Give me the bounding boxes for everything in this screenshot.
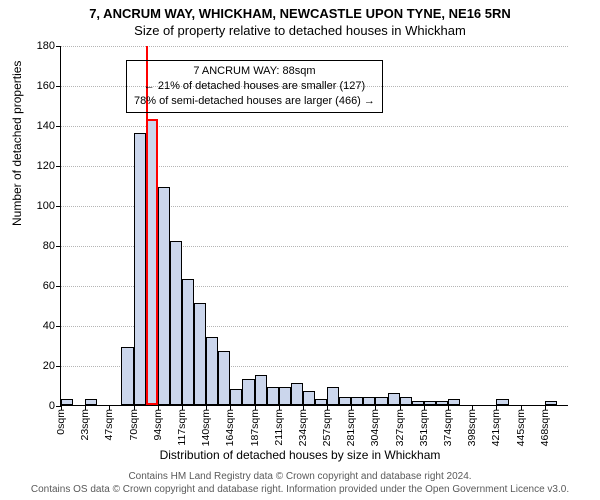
histogram-bar — [206, 337, 218, 405]
xtick-label: 47sqm — [103, 405, 115, 441]
xtick-label: 374sqm — [442, 405, 454, 446]
histogram-bar — [194, 303, 206, 405]
ytick-label: 20 — [43, 360, 61, 372]
footer-line2: Contains OS data © Crown copyright and d… — [31, 484, 569, 495]
ytick-label: 60 — [43, 280, 61, 292]
xtick-label: 164sqm — [224, 405, 236, 446]
histogram-bar — [303, 391, 315, 405]
ytick-label: 140 — [37, 120, 61, 132]
xtick-label: 327sqm — [394, 405, 406, 446]
ytick-label: 80 — [43, 240, 61, 252]
footer-line1: Contains HM Land Registry data © Crown c… — [128, 471, 471, 482]
x-axis-label-text: Distribution of detached houses by size … — [160, 448, 441, 462]
histogram-bar — [242, 379, 254, 405]
annotation-line: ← 21% of detached houses are smaller (12… — [134, 79, 375, 94]
annotation-box: 7 ANCRUM WAY: 88sqm← 21% of detached hou… — [126, 60, 383, 113]
xtick-label: 117sqm — [176, 405, 188, 446]
gridline — [61, 46, 568, 47]
histogram-bar — [279, 387, 291, 405]
histogram-bar — [267, 387, 279, 405]
chart-title-main: 7, ANCRUM WAY, WHICKHAM, NEWCASTLE UPON … — [0, 6, 600, 21]
xtick-label: 234sqm — [297, 405, 309, 446]
y-axis-label: Number of detached properties — [10, 61, 24, 226]
ytick-label: 100 — [37, 200, 61, 212]
histogram-bar — [255, 375, 267, 405]
chart-title-sub: Size of property relative to detached ho… — [0, 23, 600, 38]
xtick-label: 421sqm — [490, 405, 502, 446]
ytick-label: 180 — [37, 40, 61, 52]
annotation-line: 78% of semi-detached houses are larger (… — [134, 94, 375, 109]
histogram-bar — [158, 187, 170, 405]
x-axis-label: Distribution of detached houses by size … — [0, 448, 600, 462]
plot-area: 0204060801001201401601800sqm23sqm47sqm70… — [60, 46, 568, 406]
histogram-bar — [351, 397, 363, 405]
histogram-bar — [182, 279, 194, 405]
histogram-bar — [363, 397, 375, 405]
histogram-bar — [339, 397, 351, 405]
histogram-bar — [121, 347, 133, 405]
footer-attribution: Contains HM Land Registry data © Crown c… — [0, 471, 600, 496]
ytick-label: 160 — [37, 80, 61, 92]
y-axis-label-text: Number of detached properties — [10, 61, 24, 226]
ytick-label: 120 — [37, 160, 61, 172]
xtick-label: 445sqm — [515, 405, 527, 446]
histogram-bar — [230, 389, 242, 405]
histogram-bar — [291, 383, 303, 405]
xtick-label: 351sqm — [418, 405, 430, 446]
histogram-bar — [400, 397, 412, 405]
annotation-line: 7 ANCRUM WAY: 88sqm — [134, 64, 375, 79]
xtick-label: 94sqm — [152, 405, 164, 441]
xtick-label: 23sqm — [79, 405, 91, 441]
xtick-label: 304sqm — [369, 405, 381, 446]
chart-container: 7, ANCRUM WAY, WHICKHAM, NEWCASTLE UPON … — [0, 0, 600, 500]
xtick-label: 0sqm — [55, 405, 67, 435]
gridline — [61, 126, 568, 127]
histogram-bar — [218, 351, 230, 405]
ytick-label: 40 — [43, 320, 61, 332]
xtick-label: 398sqm — [466, 405, 478, 446]
xtick-label: 140sqm — [200, 405, 212, 446]
histogram-bar — [327, 387, 339, 405]
histogram-bar — [375, 397, 387, 405]
xtick-label: 281sqm — [345, 405, 357, 446]
histogram-bar — [134, 133, 146, 405]
xtick-label: 257sqm — [321, 405, 333, 446]
title-block: 7, ANCRUM WAY, WHICKHAM, NEWCASTLE UPON … — [0, 0, 600, 38]
xtick-label: 70sqm — [128, 405, 140, 441]
xtick-label: 211sqm — [273, 405, 285, 446]
histogram-bar — [388, 393, 400, 405]
xtick-label: 187sqm — [249, 405, 261, 446]
xtick-label: 468sqm — [539, 405, 551, 446]
histogram-bar — [170, 241, 182, 405]
plot-region: 0204060801001201401601800sqm23sqm47sqm70… — [60, 46, 568, 406]
